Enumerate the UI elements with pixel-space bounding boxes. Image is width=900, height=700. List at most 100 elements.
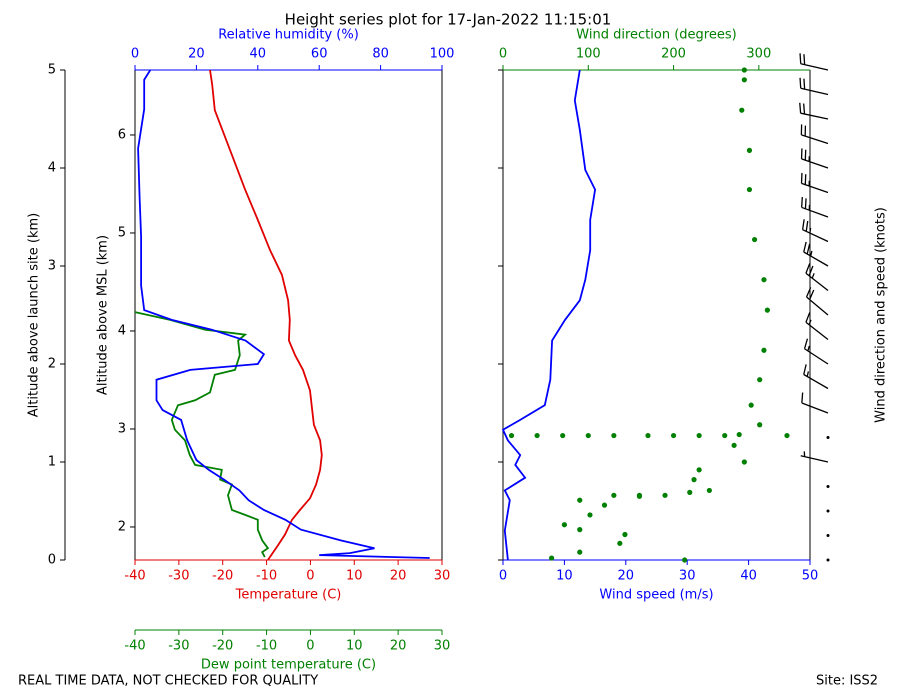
wind-barb	[799, 77, 829, 96]
x-tick-label: 20	[188, 47, 205, 62]
profile-dot	[617, 540, 623, 546]
profile-dot	[587, 512, 593, 518]
profile-line	[501, 69, 597, 561]
wind-barb	[801, 219, 829, 243]
profile-dot	[741, 67, 747, 73]
profile-dot	[611, 492, 617, 498]
y2-tick-label: 3	[118, 421, 126, 436]
site-label: Site: ISS2	[816, 674, 878, 689]
wind-barb	[805, 263, 829, 292]
x-tick-label: 10	[346, 569, 363, 584]
x-tick-label: 300	[746, 47, 771, 62]
x-tick-label: 80	[372, 47, 389, 62]
wind-barb	[805, 287, 829, 316]
axis-label: Wind speed (m/s)	[599, 588, 713, 603]
wind-barb	[826, 534, 830, 537]
x-tick-label: 30	[434, 639, 451, 654]
axis-label: Wind direction (degrees)	[576, 28, 736, 43]
axis-label: Wind direction and speed (knots)	[874, 207, 889, 423]
profile-dot	[691, 477, 697, 483]
profile-dot	[784, 432, 790, 439]
profile-dot	[746, 147, 753, 153]
y-tick-label: 4	[48, 161, 56, 176]
profile-dot	[741, 459, 747, 465]
y2-tick-label: 4	[118, 323, 126, 338]
y-tick-label: 2	[48, 357, 56, 372]
x-tick-label: 200	[661, 47, 686, 62]
wind-barb	[800, 148, 829, 169]
x-tick-label: -40	[124, 569, 145, 584]
profile-dot	[748, 402, 754, 408]
profile-dot	[534, 432, 540, 439]
profile-dot	[549, 555, 555, 561]
x-tick-label: 50	[802, 569, 819, 584]
profile-dot	[757, 377, 763, 383]
profile-line	[134, 311, 270, 558]
profile-dot	[731, 442, 737, 448]
profile-dot	[585, 432, 591, 439]
profile-line	[209, 69, 323, 561]
profile-dot	[645, 432, 651, 439]
y-tick-label: 0	[48, 553, 56, 568]
x-tick-label: -30	[168, 569, 189, 584]
profile-dot	[577, 527, 583, 533]
y-tick-label: 1	[48, 455, 56, 470]
profile-dot	[577, 497, 583, 503]
axis-label: Relative humidity (%)	[218, 28, 359, 43]
x-tick-label: 0	[499, 569, 507, 584]
y2-tick-label: 2	[118, 519, 126, 534]
profile-dot	[670, 432, 677, 439]
wind-barb	[800, 172, 829, 194]
x-tick-label: -20	[212, 569, 233, 584]
wind-barb	[799, 102, 829, 120]
wind-barb	[826, 436, 830, 439]
x-tick-label: -40	[124, 639, 145, 654]
profile-dot	[757, 422, 763, 428]
x-tick-label: 0	[131, 47, 139, 62]
x-tick-label: 0	[306, 569, 314, 584]
footer-note: REAL TIME DATA, NOT CHECKED FOR QUALITY	[18, 674, 318, 689]
x-tick-label: -10	[256, 569, 277, 584]
profile-dot	[736, 431, 742, 438]
profile-dot	[622, 531, 628, 538]
wind-barb	[826, 509, 830, 513]
profile-dot	[508, 432, 515, 439]
profile-dot	[696, 467, 702, 473]
x-tick-label: 40	[740, 569, 757, 584]
profile-dot	[722, 432, 728, 439]
wind-barb	[801, 392, 829, 414]
y2-tick-label: 6	[118, 127, 126, 142]
x-tick-label: 40	[250, 47, 267, 62]
wind-barb	[826, 485, 830, 488]
x-tick-label: 100	[430, 47, 455, 62]
profile-dot	[682, 557, 688, 563]
profile-dot	[764, 307, 770, 313]
x-tick-label: 30	[434, 569, 451, 584]
profile-line	[137, 69, 430, 559]
wind-barb	[805, 312, 829, 341]
y2-tick-label: 5	[118, 225, 126, 240]
profile-dot	[746, 186, 753, 193]
wind-barb	[803, 241, 829, 267]
wind-barb	[826, 558, 830, 562]
profile-dot	[761, 347, 767, 353]
profile-dot	[696, 432, 702, 439]
profile-dot	[751, 236, 758, 243]
x-tick-label: -20	[212, 639, 233, 654]
x-tick-label: 20	[390, 569, 407, 584]
chart-title: Height series plot for 17-Jan-2022 11:15…	[285, 11, 612, 29]
profile-dot	[761, 277, 767, 283]
axis-label: Altitude above launch site (km)	[27, 213, 42, 417]
profile-dot	[561, 522, 568, 528]
wind-barb	[800, 451, 829, 463]
x-tick-label: 20	[618, 569, 635, 584]
x-tick-label: 30	[679, 569, 696, 584]
profile-dot	[560, 432, 566, 439]
x-tick-label: 10	[556, 569, 573, 584]
profile-dot	[577, 549, 583, 555]
profile-dot	[706, 487, 712, 494]
wind-barb	[801, 196, 829, 218]
axis-label: Dew point temperature (C)	[201, 658, 376, 673]
x-tick-label: -30	[168, 639, 189, 654]
